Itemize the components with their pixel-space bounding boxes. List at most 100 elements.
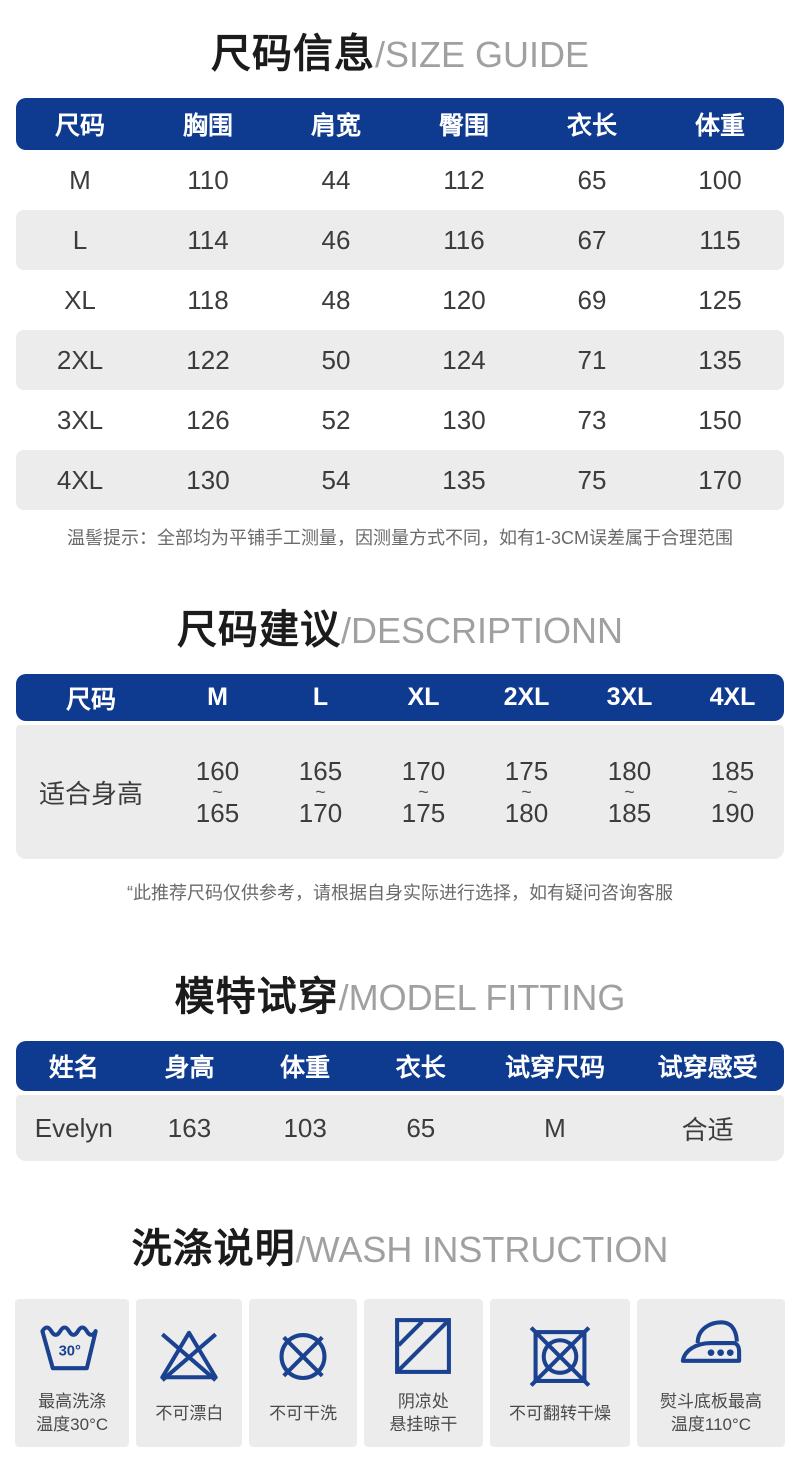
cell: 125 (698, 284, 742, 315)
tilde: ~ (624, 782, 635, 802)
height-range-xl: 170 ~ 175 (372, 757, 475, 827)
wash-label-line: 阴凉处 (397, 1392, 449, 1412)
header-cell-shoulder: 肩宽 (310, 112, 361, 140)
size-guide-title-en: /SIZE GUIDE (374, 34, 590, 75)
wash-label-line: 最高洗涤 (38, 1392, 107, 1412)
wash-item-no-tumble-dry: 不可翻转干燥 (490, 1299, 630, 1447)
header-cell-chest: 胸围 (182, 112, 233, 140)
advice-note: “此推荐尺码仅供参考，请根据自身实际进行选择，如有疑问咨询客服 (127, 883, 673, 903)
wash-item-max-temp: 30° 最高洗涤 温度30°C (15, 1299, 130, 1447)
range-from: 185 (710, 756, 755, 786)
header-cell-weight: 体重 (280, 1054, 331, 1082)
wash-label: 最高洗涤 温度30°C (36, 1391, 108, 1437)
header-cell-name: 姓名 (48, 1054, 99, 1082)
wash-label-line: 不可干洗 (269, 1403, 338, 1423)
wash-label: 阴凉处 悬挂晾干 (389, 1391, 457, 1437)
wash-temp-value: 30° (59, 1344, 81, 1360)
advice-table-header: 尺码 M L XL 2XL 3XL 4XL (16, 674, 784, 721)
wash-max-30-icon: 30° (40, 1325, 98, 1371)
height-range-m: 160 ~ 165 (166, 757, 269, 827)
range-from: 180 (607, 756, 652, 786)
cell: 120 (442, 284, 486, 315)
cell: 112 (443, 164, 485, 195)
cell: 110 (187, 164, 229, 195)
tilde: ~ (727, 782, 738, 802)
cell: 118 (187, 284, 229, 315)
table-row-xl: XL 118 48 120 69 125 (16, 270, 784, 330)
cell: L (72, 224, 88, 255)
size-advice-title-en: /DESCRIPTIONN (340, 610, 624, 651)
cell-model-feel: 合适 (681, 1114, 734, 1145)
cell: 124 (442, 344, 486, 375)
model-data-row: Evelyn 163 103 65 M 合适 (16, 1095, 784, 1161)
height-row-label: 适合身高 (38, 778, 143, 809)
shade-hang-dry-icon (395, 1318, 452, 1374)
cell: 135 (442, 464, 486, 495)
wash-label: 不可翻转干燥 (509, 1403, 611, 1426)
table-row-m: M 110 44 112 65 100 (16, 150, 784, 210)
wash-label-line: 熨斗底板最高 (659, 1392, 762, 1412)
range-from: 165 (298, 756, 343, 786)
wash-title: 洗涤说明/WASH INSTRUCTION (0, 1221, 800, 1279)
cell: 50 (321, 344, 351, 375)
range-to: 170 (298, 798, 343, 828)
size-advice-title: 尺码建议/DESCRIPTIONN (0, 602, 800, 660)
cell: 100 (698, 164, 742, 195)
cell: 67 (577, 224, 607, 255)
wash-label: 熨斗底板最高 温度110°C (660, 1391, 762, 1437)
wash-label-line: 悬挂晾干 (389, 1415, 458, 1434)
size-table: 尺码 胸围 肩宽 臀围 衣长 体重 M 110 44 112 65 100 L … (16, 98, 784, 510)
table-row-3xl: 3XL 126 52 130 73 150 (16, 390, 784, 450)
range-to: 175 (401, 798, 446, 828)
cell: 65 (577, 164, 607, 195)
table-row-2xl: 2XL 122 50 124 71 135 (16, 330, 784, 390)
cell: 46 (321, 224, 351, 255)
cell: 114 (187, 224, 229, 255)
model-fitting-title-zh: 模特试穿 (174, 975, 339, 1019)
cell-model-size: M (544, 1112, 566, 1143)
range-to: 165 (195, 798, 240, 828)
cell: 122 (186, 344, 230, 375)
size-guide-title-zh: 尺码信息 (210, 32, 375, 76)
cell: 48 (321, 284, 351, 315)
wash-title-zh: 洗涤说明 (131, 1227, 296, 1271)
range-from: 170 (401, 756, 446, 786)
range-to: 180 (504, 798, 549, 828)
range-to: 190 (710, 798, 755, 828)
iron-max-110-icon (680, 1320, 742, 1363)
size-guide-title: 尺码信息/SIZE GUIDE (0, 26, 800, 84)
header-cell-size: 尺码 (54, 112, 105, 140)
cell-model-weight: 103 (283, 1112, 327, 1143)
cell: 44 (321, 164, 351, 195)
cell: M (69, 164, 91, 195)
header-cell-3xl: 3XL (606, 683, 653, 711)
wash-title-en: /WASH INSTRUCTION (295, 1229, 669, 1270)
cell: 130 (186, 464, 230, 495)
no-dry-clean-icon (279, 1332, 327, 1380)
wash-item-shade-dry: 阴凉处 悬挂晾干 (363, 1299, 484, 1447)
size-advice-title-zh: 尺码建议 (176, 608, 341, 652)
cell: 126 (186, 404, 230, 435)
range-from: 175 (504, 756, 549, 786)
wash-label: 不可漂白 (155, 1403, 223, 1426)
advice-body-row: 适合身高 160 ~ 165 165 ~ 170 170 ~ 175 175 ~… (16, 725, 784, 859)
header-cell-length: 衣长 (395, 1054, 446, 1082)
tilde: ~ (521, 782, 532, 802)
wash-label: 不可干洗 (269, 1403, 337, 1426)
header-cell-4xl: 4XL (709, 683, 756, 711)
height-range-l: 165 ~ 170 (269, 757, 372, 827)
cell: 170 (698, 464, 742, 495)
wash-label-line: 不可翻转干燥 (509, 1403, 612, 1423)
wash-label-line: 温度30°C (36, 1415, 109, 1434)
cell-model-name: Evelyn (34, 1112, 113, 1143)
model-fitting-title: 模特试穿/MODEL FITTING (0, 969, 800, 1027)
header-cell-l: L (312, 683, 329, 711)
no-tumble-dry-icon (529, 1325, 591, 1387)
header-cell-hip: 臀围 (438, 112, 489, 140)
header-cell-xl: XL (407, 683, 440, 711)
height-range-3xl: 180 ~ 185 (578, 757, 681, 827)
measure-tip: 温髻提示：全部均为平铺手工测量，因测量方式不同，如有1-3CM误差属于合理范围 (66, 528, 733, 548)
wash-item-no-bleach: 不可漂白 (136, 1299, 243, 1447)
wash-label-line: 温度110°C (670, 1415, 752, 1434)
table-row-4xl: 4XL 130 54 135 75 170 (16, 450, 784, 510)
